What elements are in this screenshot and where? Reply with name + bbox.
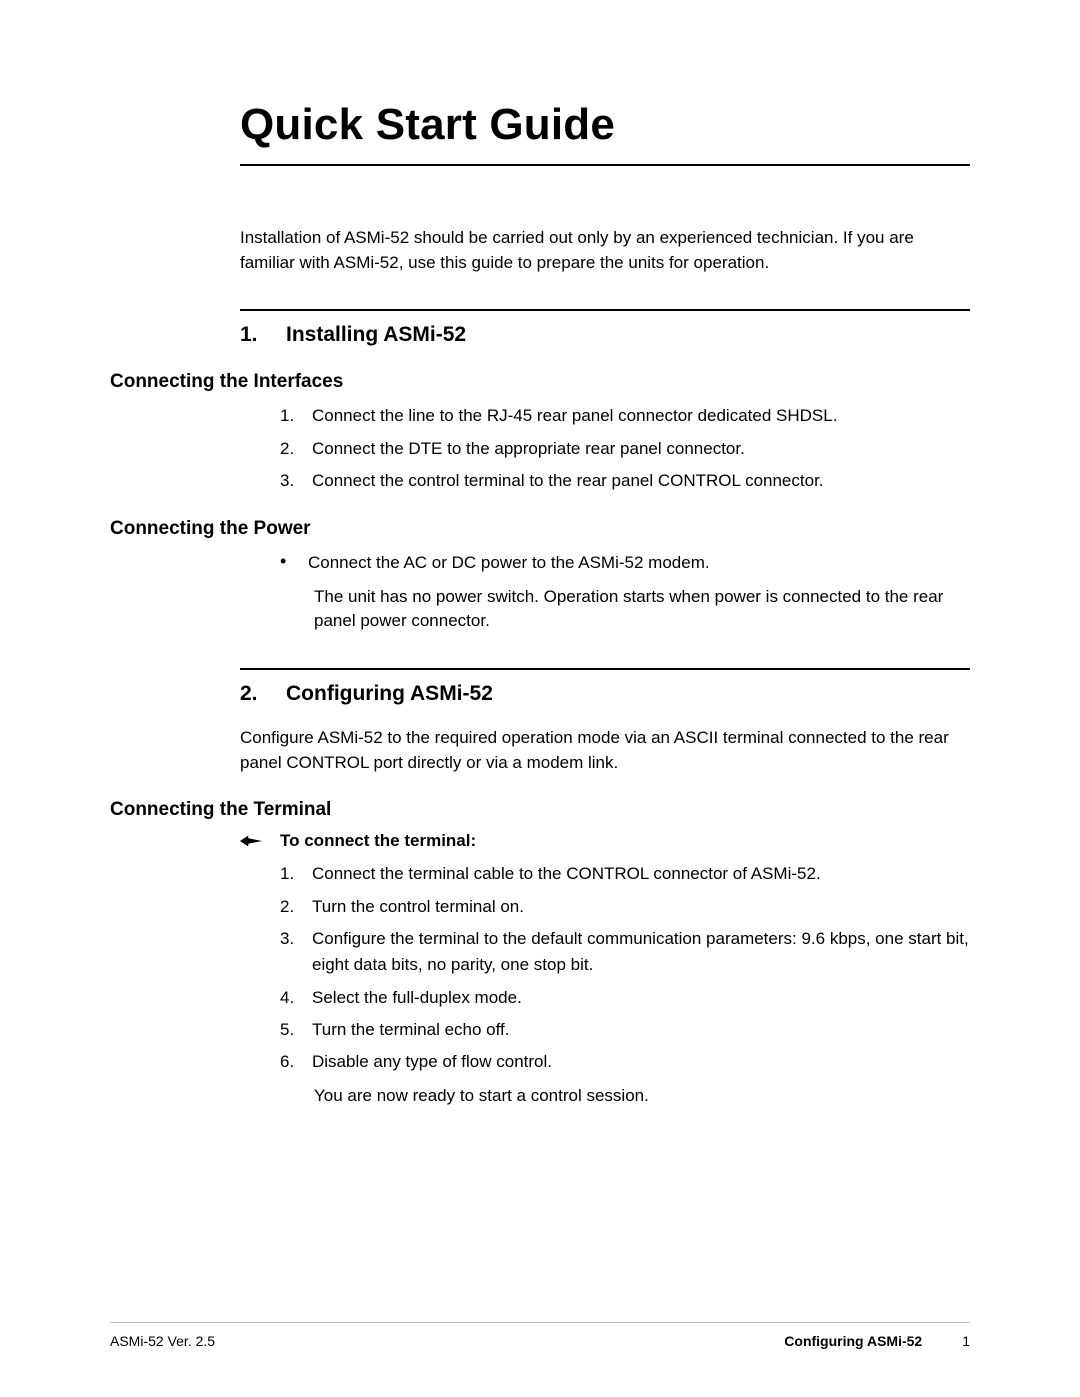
step-number: 4.: [280, 985, 300, 1011]
section-rule: [240, 309, 970, 311]
page-footer: ASMi-52 Ver. 2.5 Configuring ASMi-52 1: [110, 1322, 970, 1349]
step-text: Connect the control terminal to the rear…: [312, 468, 824, 494]
footer-left: ASMi-52 Ver. 2.5: [110, 1333, 215, 1349]
step-text: Connect the DTE to the appropriate rear …: [312, 436, 745, 462]
step-number: 6.: [280, 1049, 300, 1075]
step-text: Disable any type of flow control.: [312, 1049, 552, 1075]
step-number: 3.: [280, 468, 300, 494]
section-rule: [240, 668, 970, 670]
step-number: 3.: [280, 926, 300, 979]
step-number: 1.: [280, 403, 300, 429]
section-2-number: 2.: [240, 682, 262, 706]
subsection-interfaces-heading: Connecting the Interfaces: [110, 371, 970, 393]
step-number: 2.: [280, 894, 300, 920]
list-item: 4. Select the full-duplex mode.: [280, 985, 970, 1011]
step-number: 1.: [280, 861, 300, 887]
list-item: 1. Connect the line to the RJ-45 rear pan…: [280, 403, 970, 429]
step-text: Connect the terminal cable to the CONTRO…: [312, 861, 821, 887]
intro-paragraph: Installation of ASMi-52 should be carrie…: [240, 226, 970, 275]
page-title: Quick Start Guide: [240, 100, 970, 166]
subsection-power-heading: Connecting the Power: [110, 518, 970, 540]
step-text: Turn the control terminal on.: [312, 894, 524, 920]
section-2-title: Configuring ASMi-52: [286, 682, 493, 706]
list-item: 3.Configure the terminal to the default …: [280, 926, 970, 979]
list-item: 2. Connect the DTE to the appropriate rea…: [280, 436, 970, 462]
step-text: Connect the line to the RJ-45 rear panel…: [312, 403, 837, 429]
arrow-right-icon: [240, 834, 262, 848]
footer-page-number: 1: [962, 1333, 970, 1349]
section-1-heading: 1. Installing ASMi-52: [240, 323, 970, 347]
interfaces-steps: 1. Connect the line to the RJ-45 rear pan…: [280, 403, 970, 494]
step-text: Configure the terminal to the default co…: [312, 926, 970, 979]
document-body: Quick Start Guide Installation of ASMi-5…: [110, 100, 970, 1108]
section-1-title: Installing ASMi-52: [286, 323, 466, 347]
bullet-text: Connect the AC or DC power to the ASMi-5…: [308, 550, 710, 576]
list-item: • Connect the AC or DC power to the ASMi-…: [280, 550, 970, 576]
list-item: 5. Turn the terminal echo off.: [280, 1017, 970, 1043]
list-item: 1. Connect the terminal cable to the CONT…: [280, 861, 970, 887]
title-block: Quick Start Guide: [240, 100, 970, 166]
section-2-intro: Configure ASMi-52 to the required operat…: [240, 726, 970, 775]
section-1-number: 1.: [240, 323, 262, 347]
list-item: 6. Disable any type of flow control.: [280, 1049, 970, 1075]
terminal-steps: 1. Connect the terminal cable to the CONT…: [280, 861, 970, 1075]
step-text: Select the full-duplex mode.: [312, 985, 522, 1011]
procedure-lead: To connect the terminal:: [240, 831, 970, 851]
step-number: 5.: [280, 1017, 300, 1043]
bullet-icon: •: [280, 550, 294, 576]
procedure-lead-text: To connect the terminal:: [280, 831, 476, 851]
terminal-note: You are now ready to start a control ses…: [314, 1084, 970, 1109]
step-number: 2.: [280, 436, 300, 462]
power-note: The unit has no power switch. Operation …: [314, 585, 970, 634]
subsection-terminal-heading: Connecting the Terminal: [110, 799, 970, 821]
step-text: Turn the terminal echo off.: [312, 1017, 510, 1043]
list-item: 2. Turn the control terminal on.: [280, 894, 970, 920]
footer-section: Configuring ASMi-52: [784, 1333, 922, 1349]
footer-right: Configuring ASMi-52 1: [784, 1333, 970, 1349]
list-item: 3. Connect the control terminal to the re…: [280, 468, 970, 494]
power-bullets: • Connect the AC or DC power to the ASMi-…: [280, 550, 970, 576]
section-2-heading: 2. Configuring ASMi-52: [240, 682, 970, 706]
